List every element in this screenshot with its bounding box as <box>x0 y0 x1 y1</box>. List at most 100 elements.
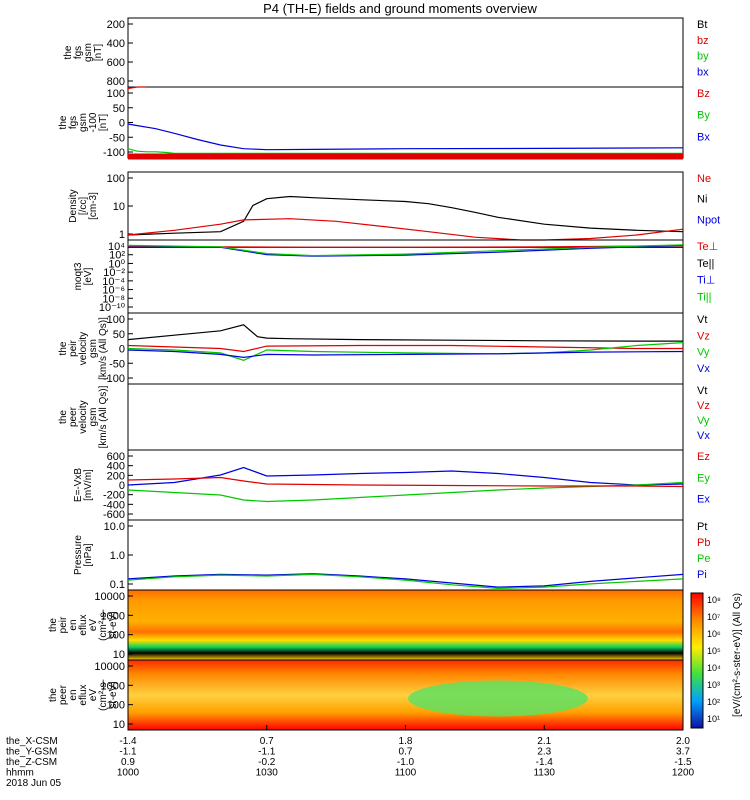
y-tick-label: 100 <box>107 630 125 642</box>
y-tick-label: 50 <box>113 103 125 115</box>
y-axis-label: en <box>68 619 79 630</box>
legend-Vz: Vz <box>697 330 710 342</box>
x-tick-label: -1.4 <box>119 736 137 747</box>
y-tick-label: -600 <box>103 509 125 521</box>
y-tick-label: 10 <box>113 201 125 213</box>
y-axis-label: eV <box>88 689 99 702</box>
legend-Vz: Vz <box>697 400 710 412</box>
colorbar-tick-label: 10² <box>707 697 720 707</box>
series-by <box>127 148 683 154</box>
y-axis-label: the <box>58 341 69 355</box>
y-axis-label: [mV/m] <box>83 469 94 501</box>
legend-Pt: Pt <box>697 521 707 533</box>
x-tick-label: -1.4 <box>536 757 554 768</box>
x-tick-label: 1130 <box>533 768 555 779</box>
y-tick-label: 100 <box>107 314 125 326</box>
x-row-label: the_Z-CSM <box>6 757 57 768</box>
legend-Ti||: Ti|| <box>697 291 711 303</box>
series-ez <box>127 476 684 488</box>
y-axis-label: Density <box>68 189 79 222</box>
colorbar-tick-label: 10⁸ <box>707 595 721 605</box>
legend-Bz: Bz <box>697 88 710 100</box>
legend-Te⊥: Te⊥ <box>697 241 718 253</box>
series-ne <box>127 218 684 241</box>
x-tick-label: 2.0 <box>676 736 690 747</box>
y-axis-label: eV <box>88 619 99 632</box>
y-tick-label: 10⁻¹⁰ <box>99 302 126 314</box>
panel-peir-eflux: 10000 1000 100 10 the peir en eflux eV (cm²-s-sr-… <box>48 589 684 661</box>
y-tick-label: 10 <box>113 649 125 661</box>
y-tick-label: 10⁴ <box>108 241 125 253</box>
legend-Ti⊥: Ti⊥ <box>697 275 715 287</box>
x-row-label: the_X-CSM <box>6 736 58 747</box>
panel-frame <box>127 383 684 451</box>
legend-Vy: Vy <box>697 415 710 427</box>
y-tick-label: 10⁻⁴ <box>102 276 125 288</box>
y-axis-label: the <box>58 410 69 424</box>
y-axis-label: -100 <box>88 112 99 132</box>
y-tick-label: -50 <box>109 358 125 370</box>
legend-Pi: Pi <box>697 569 707 581</box>
panel-peir-velocity: 100 50 0 -50 -100 the peir velocity gsm [km/s (Al… <box>58 312 710 385</box>
panel-pressure: 10.0 1.0 0.1 Pressure [nPa] Pt Pb Pe Pi <box>73 519 710 591</box>
y-tick-label: 10⁰ <box>108 258 125 270</box>
y-tick-label: -100 <box>103 373 125 385</box>
y-axis-label: moqt3 <box>73 262 84 290</box>
x-tick-label: 0.9 <box>121 757 135 768</box>
spectrogram-peer-eflux <box>128 660 683 730</box>
series-bx <box>127 123 684 151</box>
legend-Vx: Vx <box>697 430 710 442</box>
y-tick-label: 10⁻⁸ <box>102 293 125 305</box>
series-vy <box>127 342 684 361</box>
y-axis-label: sr-eV) <box>108 681 119 708</box>
x-tick-label: -1.5 <box>674 757 692 768</box>
series-pe <box>127 573 684 590</box>
y-axis-label: peer <box>68 406 79 427</box>
colorbar-tick-label: 10¹ <box>707 714 720 724</box>
x-tick-label: 0.7 <box>260 736 274 747</box>
y-tick-label: -400 <box>103 499 125 511</box>
panel-density: 100 10 1 Density [/cc] [cm-3] Ne Ni Npot <box>68 171 720 241</box>
y-axis-label: the <box>63 45 74 59</box>
y-axis-label: [cm-3] <box>88 192 99 220</box>
y-axis-label: the <box>48 688 59 702</box>
y-tick-label: 100 <box>107 700 125 712</box>
y-axis-label: E=-VxB <box>73 468 84 503</box>
y-axis-label: [km/s (All Qs)] <box>98 317 109 380</box>
colorbar-tick-label: 10⁶ <box>707 629 721 639</box>
x-row-label: hhmm <box>6 768 34 779</box>
legend-Ex: Ex <box>697 494 710 506</box>
x-tick-label: 1100 <box>395 768 417 779</box>
y-tick-label: -100 <box>103 147 125 159</box>
colorbar-tick-label: 10³ <box>707 680 720 690</box>
x-tick-label: 1200 <box>672 768 695 779</box>
y-tick-label: 0.1 <box>110 579 125 591</box>
panel-frame <box>127 239 684 314</box>
x-tick-label: 1000 <box>117 768 140 779</box>
series-vt <box>127 324 683 342</box>
series-vx <box>127 349 684 359</box>
y-axis-label: gsm <box>88 408 99 427</box>
y-axis-label: [nT] <box>93 44 104 61</box>
y-tick-label: -200 <box>103 490 125 502</box>
figure-title: P4 (TH-E) fields and ground moments over… <box>263 1 537 16</box>
y-axis-label: peir <box>68 339 79 356</box>
colorbar-label: [eV/(cm²-s-ster-eV)] (All Qs) <box>732 593 743 717</box>
y-axis-label: fgs <box>73 46 84 59</box>
panel-frame <box>127 171 684 241</box>
legend-By: By <box>697 110 710 122</box>
y-tick-label: -50 <box>109 132 125 144</box>
x-tick-label: 3.7 <box>676 747 690 758</box>
y-axis-label: peer <box>58 684 69 705</box>
panel-peer-velocity: the peer velocity gsm [km/s (All Qs)] Vt Vz Vy V… <box>58 383 710 451</box>
x-tick-label: 2.1 <box>537 736 551 747</box>
series-ti- <box>127 244 684 257</box>
y-tick-label: 100 <box>107 88 125 100</box>
legend-Npot: Npot <box>697 214 720 226</box>
legend-Bx: Bx <box>697 131 710 143</box>
series-bz <box>127 86 147 90</box>
